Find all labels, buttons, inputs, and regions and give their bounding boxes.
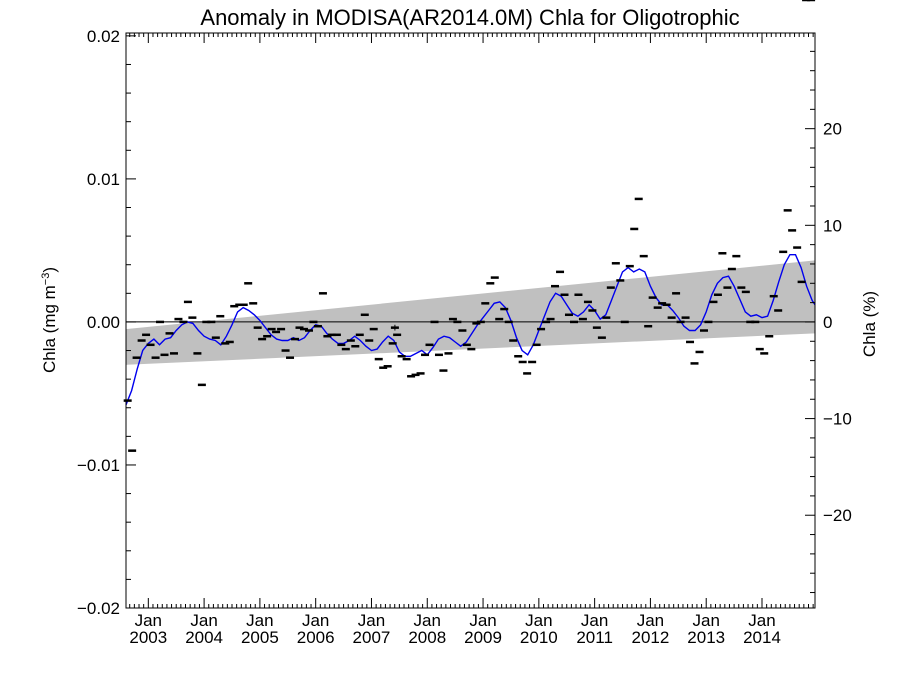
smoothed-line-layer xyxy=(125,254,816,406)
y2-tick-label: 0 xyxy=(823,313,832,332)
y-tick-label: −0.01 xyxy=(77,456,120,475)
x-tick-label-month: Jan xyxy=(637,611,664,630)
x-tick-label-month: Jan xyxy=(358,611,385,630)
x-tick-label-month: Jan xyxy=(581,611,608,630)
x-tick-label-month: Jan xyxy=(414,611,441,630)
y-axis-label: Chla (mg m−3) xyxy=(40,267,59,373)
x-tick-label-month: Jan xyxy=(692,611,719,630)
x-tick-label-year: 2011 xyxy=(576,628,613,647)
y2-tick-label: −10 xyxy=(823,410,852,429)
x-tick-label-year: 2004 xyxy=(185,628,223,647)
y-tick-label: −0.02 xyxy=(77,599,120,618)
y-axis-label-text: Chla (mg m xyxy=(40,285,59,373)
y-axis-label-superscript: −3 xyxy=(40,273,52,286)
x-tick-label-month: Jan xyxy=(748,611,775,630)
tick-layer: −0.02−0.010.000.010.02−20−1001020Jan2003… xyxy=(77,27,852,647)
x-tick-label-month: Jan xyxy=(302,611,329,630)
x-tick-label-month: Jan xyxy=(135,611,162,630)
y-tick-label: 0.01 xyxy=(87,170,120,189)
x-tick-label-year: 2005 xyxy=(241,628,279,647)
plot-border xyxy=(125,32,816,609)
y2-tick-label: 10 xyxy=(823,216,842,235)
x-tick-label-year: 2013 xyxy=(687,628,725,647)
x-tick-label-year: 2009 xyxy=(464,628,502,647)
x-tick-label-year: 2008 xyxy=(408,628,446,647)
smoothed-series-line xyxy=(125,254,816,406)
x-tick-label-year: 2010 xyxy=(520,628,558,647)
y-axis-label-close: ) xyxy=(40,267,59,273)
plot-frame xyxy=(125,32,816,609)
x-tick-label-year: 2012 xyxy=(632,628,670,647)
y-tick-label: 0.00 xyxy=(87,313,120,332)
x-tick-label-month: Jan xyxy=(190,611,217,630)
x-tick-label-year: 2007 xyxy=(353,628,391,647)
anomaly-marker-layer xyxy=(123,0,816,452)
x-tick-label-month: Jan xyxy=(469,611,496,630)
y-tick-label: 0.02 xyxy=(87,27,120,46)
x-tick-label-year: 2006 xyxy=(297,628,335,647)
chart-title: Anomaly in MODISA(AR2014.0M) Chla for Ol… xyxy=(200,5,739,30)
y2-axis-label: Chla (%) xyxy=(860,291,879,357)
x-tick-label-year: 2003 xyxy=(129,628,167,647)
x-tick-label-month: Jan xyxy=(525,611,552,630)
y2-tick-label: −20 xyxy=(823,506,852,525)
y2-tick-label: 20 xyxy=(823,120,842,139)
x-tick-label-year: 2014 xyxy=(743,628,781,647)
x-tick-label-month: Jan xyxy=(246,611,273,630)
